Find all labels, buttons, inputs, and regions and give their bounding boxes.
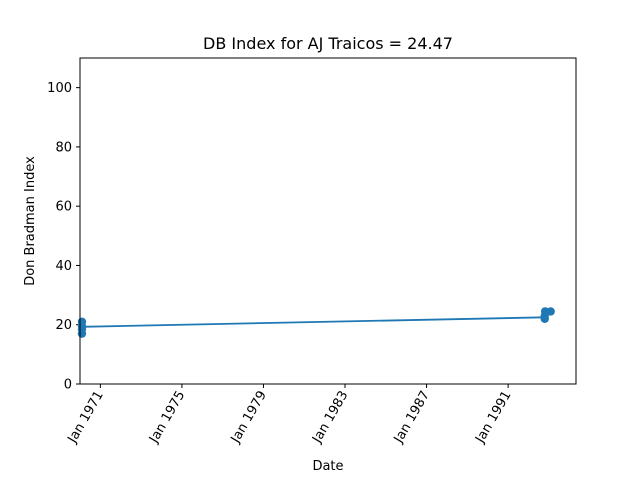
plot-frame — [79, 57, 577, 385]
y-tick-label: 0 — [64, 378, 72, 393]
data-point — [77, 329, 87, 338]
x-tick-label: Jan 1971 — [65, 389, 107, 447]
series-line — [81, 316, 545, 328]
data-point — [546, 307, 555, 316]
x-tick-label: Jan 1983 — [309, 389, 351, 447]
y-axis-label: Don Bradman Index — [23, 156, 38, 286]
x-tick-label: Jan 1979 — [228, 389, 270, 447]
y-tick-label: 80 — [55, 140, 72, 155]
y-tick-label: 40 — [55, 259, 72, 274]
y-tick-label: 100 — [47, 81, 72, 96]
x-tick-label: Jan 1975 — [146, 389, 188, 447]
y-tick-label: 60 — [55, 200, 72, 215]
x-axis-label: Date — [312, 459, 343, 474]
y-axis: 0 20 40 60 80 100 — [47, 81, 80, 393]
x-tick-label: Jan 1987 — [391, 389, 433, 447]
y-tick-label: 20 — [55, 318, 72, 333]
x-axis: Jan 1971 Jan 1975 Jan 1979 Jan 1983 Jan 1987… — [65, 384, 515, 446]
x-tick-label: Jan 1991 — [472, 388, 514, 446]
series-layer — [77, 307, 555, 338]
chart-title: DB Index for AJ Traicos = 24.47 — [203, 34, 453, 53]
